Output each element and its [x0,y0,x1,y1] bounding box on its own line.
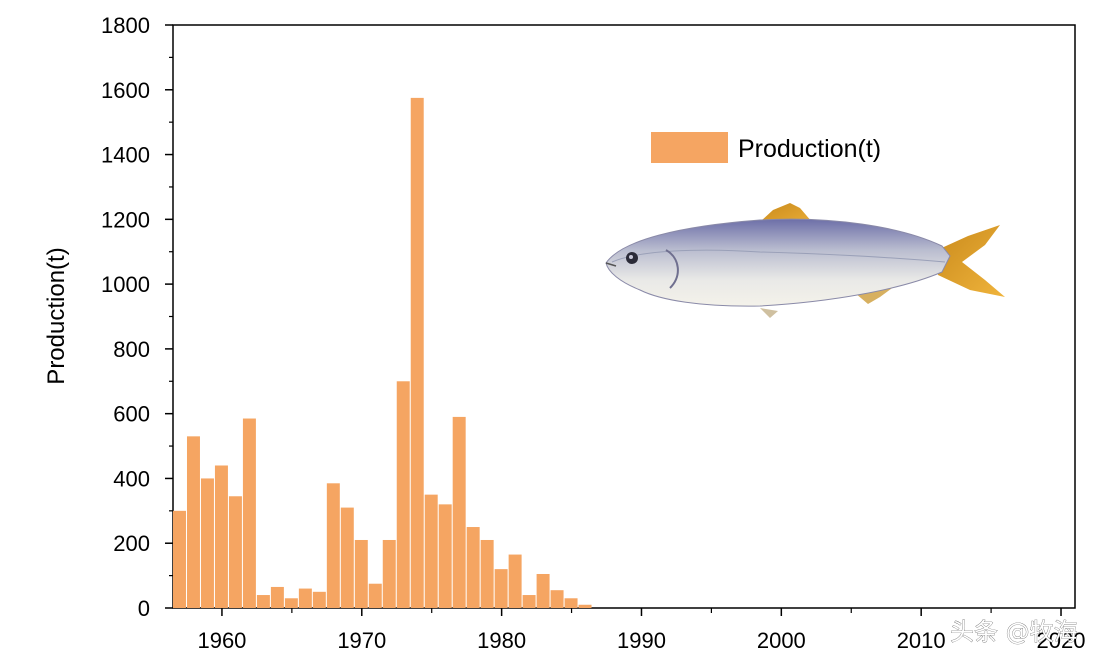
x-tick-label: 1980 [477,628,526,653]
y-tick-label: 1800 [101,13,150,38]
x-axis: 1960 1970 1980 1990 2000 2010 2020 [197,608,1085,653]
bar-1981 [508,554,522,608]
y-tick-label: 600 [113,402,150,427]
bar-1965 [284,598,298,608]
y-axis: 0 200 400 600 800 1000 1200 1400 1600 1800 [101,13,173,621]
bar-1986 [578,604,592,608]
legend-label: Production(t) [738,135,881,163]
bar-1970 [354,539,368,608]
y-tick-label: 1000 [101,272,150,297]
y-tick-label: 1400 [101,143,150,168]
bar-1972 [382,539,396,608]
bar-1958 [186,436,200,608]
bar-1980 [494,569,508,608]
x-tick-label: 2010 [897,628,946,653]
bar-1969 [340,507,354,608]
bar-1968 [326,483,340,608]
y-tick-label: 1200 [101,207,150,232]
x-tick-label: 2020 [1037,628,1086,653]
bar-1975 [424,494,438,608]
bar-1977 [452,416,466,608]
bar-1984 [550,590,564,608]
bar-1966 [298,588,312,608]
bar-1957 [173,510,186,608]
y-axis-title: Production(t) [43,247,70,384]
fish-illustration [605,203,1005,318]
watermark-text: 头条 @牧海 [950,618,1078,646]
bar-1985 [564,598,578,608]
bar-1967 [312,591,326,608]
bar-series [173,97,592,609]
bar-1978 [466,527,480,608]
bar-1973 [396,381,410,608]
x-tick-label: 1970 [337,628,386,653]
bar-1979 [480,539,494,608]
bar-1960 [214,465,228,608]
y-tick-label: 800 [113,337,150,362]
y-tick-label: 200 [113,531,150,556]
x-tick-label: 2000 [757,628,806,653]
legend: Production(t) [651,132,881,163]
x-tick-label: 1960 [197,628,246,653]
plot-frame [172,24,1076,609]
bar-1974 [410,97,424,609]
y-tick-label: 0 [138,596,150,621]
bar-1959 [200,478,214,608]
y-tick-label: 1600 [101,78,150,103]
bar-1982 [522,595,536,608]
bar-1962 [242,418,256,608]
bar-1976 [438,504,452,608]
y-tick-label: 400 [113,466,150,491]
bar-1963 [256,595,270,608]
bar-1964 [270,586,284,608]
x-tick-label: 1990 [617,628,666,653]
bar-1961 [228,496,242,608]
legend-swatch [651,132,728,163]
bar-1971 [368,583,382,608]
bar-1983 [536,573,550,608]
